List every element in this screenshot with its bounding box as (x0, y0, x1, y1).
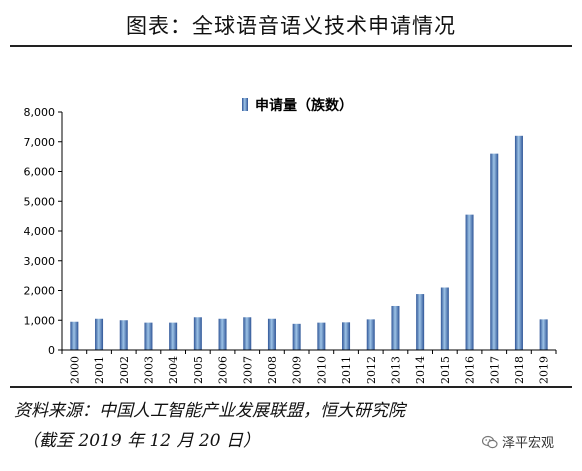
bar-2001 (95, 318, 104, 350)
bar-2006 (218, 318, 227, 350)
bar-2014 (416, 294, 425, 350)
bar-2007 (243, 317, 252, 350)
bar-2008 (267, 318, 276, 350)
x-tick-label: 2007 (241, 356, 254, 384)
bar-2013 (391, 305, 400, 350)
x-tick-label: 2016 (464, 356, 477, 384)
x-tick-label: 2013 (389, 356, 402, 384)
y-tick-label: 3,000 (24, 255, 56, 268)
bar-2016 (465, 214, 474, 350)
bar-2019 (539, 319, 548, 350)
y-tick-label: 2,000 (24, 285, 56, 298)
bar-2017 (490, 153, 499, 350)
x-tick-label: 2017 (488, 356, 501, 384)
x-tick-label: 2012 (365, 356, 378, 384)
bar-2002 (119, 320, 128, 350)
y-tick-label: 1,000 (24, 314, 56, 327)
y-tick-label: 4,000 (24, 225, 56, 238)
y-tick-label: 5,000 (24, 195, 56, 208)
x-tick-label: 2004 (167, 356, 180, 384)
x-tick-label: 2018 (513, 356, 526, 384)
bar-2005 (193, 317, 202, 350)
x-tick-label: 2010 (315, 356, 328, 384)
bar-2012 (366, 319, 375, 350)
x-tick-label: 2015 (439, 356, 452, 384)
bar-2000 (70, 321, 79, 350)
x-tick-label: 2014 (414, 356, 427, 384)
bar-chart: 申请量（族数） 0 1,000 2,000 3,000 4,000 5,000 6,000 7… (24, 97, 557, 384)
page-title: 图表：全球语音语义技术申请情况 (126, 14, 456, 38)
bar-group (70, 135, 548, 350)
bar-2003 (144, 322, 153, 350)
y-tick-label: 6,000 (24, 166, 56, 179)
legend-label: 申请量（族数） (255, 97, 353, 114)
x-tick-label: 2002 (118, 356, 131, 384)
y-tick-label: 0 (48, 344, 55, 357)
legend-swatch (242, 98, 248, 111)
x-tick-label: 2019 (538, 356, 551, 384)
y-tick-label: 7,000 (24, 136, 56, 149)
bar-2004 (169, 322, 178, 350)
title-divider (10, 45, 572, 47)
wechat-icon (482, 435, 498, 448)
y-tick-label: 8,000 (24, 106, 56, 119)
x-tick-label: 2003 (142, 356, 155, 384)
source-note: 资料来源：中国人工智能产业发展联盟，恒大研究院 (14, 401, 405, 421)
watermark: 泽平宏观 (482, 432, 554, 451)
x-tick-label: 2001 (93, 356, 106, 384)
footer-divider (10, 386, 572, 388)
bar-2009 (292, 323, 301, 350)
chart-axes: 0 1,000 2,000 3,000 4,000 5,000 6,000 7,000 8,00… (24, 106, 557, 384)
source-date-note: （截至 2019 年 12 月 20 日） (22, 431, 260, 451)
x-tick-label: 2006 (217, 356, 230, 384)
chart-legend: 申请量（族数） (242, 97, 353, 114)
x-tick-label: 2008 (266, 356, 279, 384)
bar-2018 (514, 135, 523, 350)
bar-2010 (317, 322, 326, 350)
x-tick-label: 2009 (291, 356, 304, 384)
x-tick-label: 2000 (68, 356, 81, 384)
bar-2015 (440, 287, 449, 350)
watermark-text: 泽平宏观 (502, 436, 555, 451)
bar-2011 (342, 322, 351, 350)
x-tick-label: 2005 (192, 356, 205, 384)
x-tick-label: 2011 (340, 356, 353, 384)
